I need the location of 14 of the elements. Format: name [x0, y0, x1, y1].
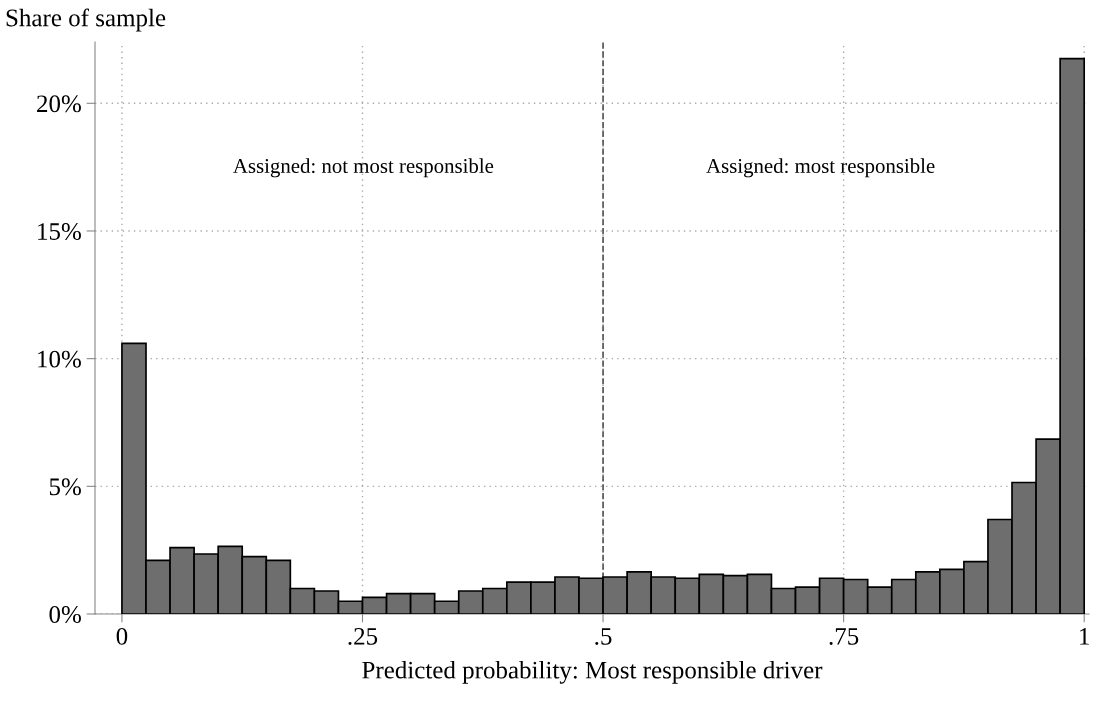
- annotation: Assigned: most responsible: [706, 158, 935, 178]
- x-tick-label: .25: [348, 627, 378, 645]
- y-axis-title: Share of sample: [6, 8, 166, 32]
- x-tick-label: 0: [116, 627, 128, 645]
- x-axis-title: Predicted probability: Most responsible driver: [362, 660, 823, 684]
- x-tick-label: 1: [1080, 628, 1089, 645]
- y-tick-label: 10%: [38, 350, 81, 368]
- y-tick-label: 20%: [37, 95, 81, 113]
- y-tick-label: 0%: [49, 606, 81, 623]
- x-tick-label: .5: [595, 628, 612, 645]
- y-tick-label: 5%: [49, 478, 81, 496]
- y-tick-label: 15%: [38, 223, 81, 240]
- annotation: Assigned: not most responsible: [233, 158, 494, 178]
- x-tick-label: .75: [829, 628, 859, 645]
